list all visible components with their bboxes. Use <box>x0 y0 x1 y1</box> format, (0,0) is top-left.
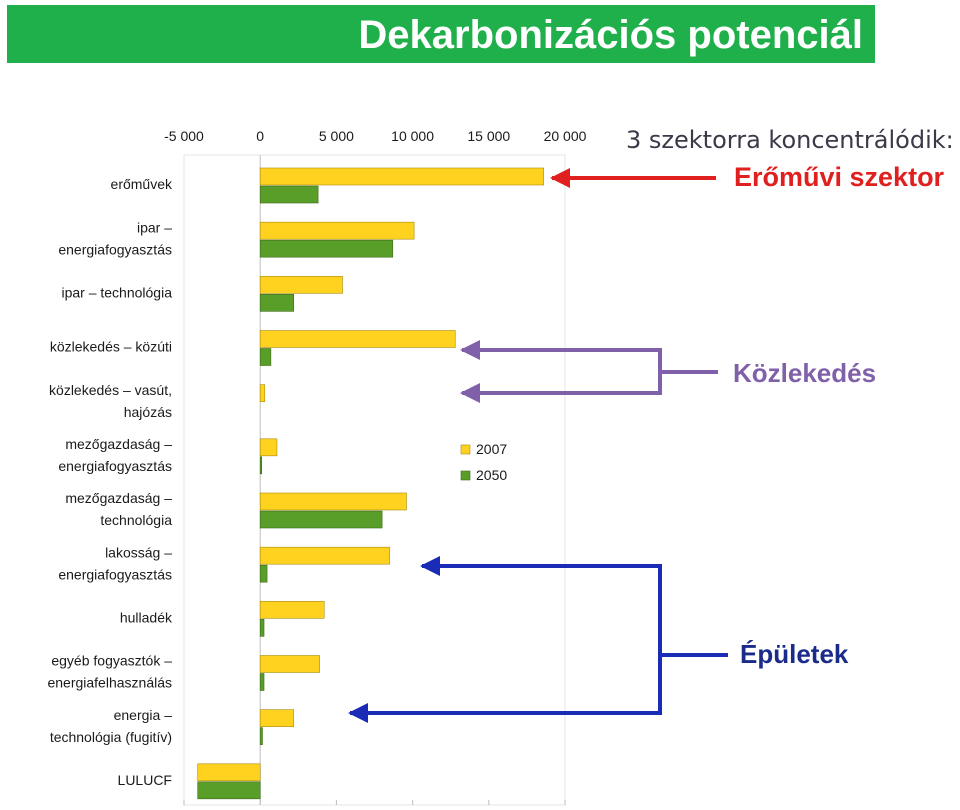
bar-2007 <box>259 709 295 727</box>
category-label: mezőgazdaság – <box>65 490 172 506</box>
bar-2050 <box>197 781 261 800</box>
chart-tick-labels: -5 000 0 5 000 10 000 15 000 20 000 <box>164 128 586 144</box>
category-label: energiafogyasztás <box>58 241 172 257</box>
chart-bars <box>197 167 544 800</box>
category-label: technológia (fugitív) <box>50 729 172 745</box>
bar-2050 <box>259 294 295 312</box>
category-label: energiafelhasználás <box>47 675 172 691</box>
category-label: energiafogyasztás <box>58 458 172 474</box>
category-label: hulladék <box>120 609 173 625</box>
bar-2050 <box>259 348 272 366</box>
x-tick-label: -5 000 <box>164 128 204 144</box>
x-tick-label: 15 000 <box>467 128 510 144</box>
category-label: technológia <box>100 512 172 528</box>
annotation-power-sector: Erőművi szektor <box>734 162 945 192</box>
category-label: hajózás <box>124 404 172 420</box>
bar-2007 <box>259 655 320 673</box>
bar-2050 <box>259 510 383 529</box>
bar-2007 <box>259 438 278 457</box>
category-label: energiafogyasztás <box>58 566 172 582</box>
page-title: Dekarbonizációs potenciál <box>358 13 863 57</box>
bar-2007 <box>259 330 456 348</box>
legend-label: 2050 <box>476 467 507 483</box>
legend-swatch-2050 <box>460 470 471 481</box>
annotation-buildings: Épületek <box>740 639 849 669</box>
category-label: mezőgazdaság – <box>65 436 172 452</box>
transport-bracket <box>460 340 662 403</box>
buildings-bracket <box>348 556 662 723</box>
bar-2007 <box>259 492 407 511</box>
bar-2050 <box>259 564 268 583</box>
bar-2007 <box>259 601 325 619</box>
bar-2050 <box>259 239 394 258</box>
x-tick-label: 10 000 <box>391 128 434 144</box>
category-label: egyéb fogyasztók – <box>51 653 172 669</box>
category-label: energia – <box>114 707 173 723</box>
chart-axis <box>183 154 566 806</box>
bar-2050 <box>259 727 263 745</box>
category-label: közlekedés – vasút, <box>49 382 172 398</box>
category-label: ipar – technológia <box>61 284 172 300</box>
legend-swatch-2007 <box>460 444 471 455</box>
bar-2050 <box>259 673 265 691</box>
bar-2007 <box>259 276 343 294</box>
annotation-transport: Közlekedés <box>733 358 877 388</box>
annotation-heading: 3 szektorra koncentrálódik: <box>626 126 954 154</box>
x-tick-label: 20 000 <box>544 128 587 144</box>
bar-2007 <box>259 384 266 402</box>
plot-area <box>183 154 566 806</box>
x-tick-label: 5 000 <box>319 128 354 144</box>
bar-2050 <box>259 185 319 204</box>
bar-2007 <box>259 167 544 186</box>
category-label: ipar – <box>137 219 172 235</box>
legend-label: 2007 <box>476 441 507 457</box>
annotation-arrows <box>348 168 728 723</box>
bar-2050 <box>259 456 263 475</box>
chart-category-labels: erőművek ipar – energiafogyasztás ipar – te… <box>47 176 173 788</box>
category-label: LULUCF <box>118 772 172 788</box>
bar-2007 <box>259 221 415 240</box>
bar-2007 <box>259 546 391 565</box>
x-tick-label: 0 <box>256 128 264 144</box>
category-label: lakosság – <box>105 544 172 560</box>
category-label: közlekedés – közúti <box>50 339 172 355</box>
chart-legend: 2007 2050 <box>460 441 507 483</box>
bar-2050 <box>259 619 265 637</box>
category-label: erőművek <box>111 176 173 192</box>
bar-2007 <box>197 763 261 782</box>
title-bar: Dekarbonizációs potenciál <box>7 5 875 63</box>
